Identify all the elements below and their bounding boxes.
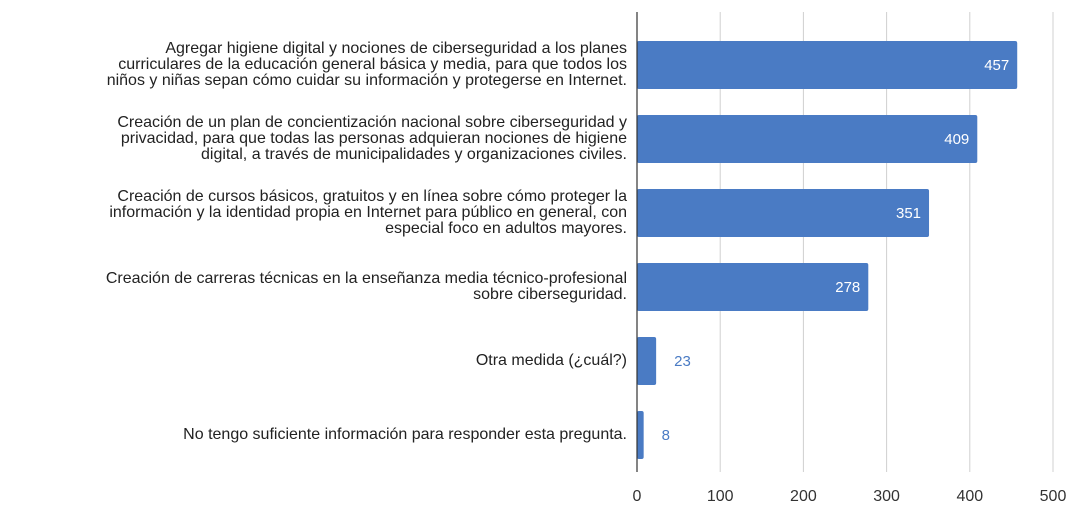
category-label-line: especial foco en adultos mayores. [385,220,627,237]
bar [637,41,1018,89]
x-tick-label: 100 [707,488,734,505]
value-label: 457 [984,57,1009,74]
x-tick-label: 300 [873,488,900,505]
value-label: 351 [896,205,921,222]
category-label: Creación de cursos básicos, gratuitos y … [109,188,627,237]
category-label-line: sobre ciberseguridad. [473,286,627,303]
category-label-line: Creación de cursos básicos, gratuitos y … [117,188,627,205]
category-label-line: niños y niñas sepan cómo cuidar su infor… [107,72,627,89]
category-label-line: Creación de carreras técnicas en la ense… [106,270,627,287]
category-label: Creación de un plan de concientización n… [117,114,627,163]
x-tick-label: 400 [956,488,983,505]
category-label: No tengo suficiente información para res… [183,426,627,443]
value-label: 409 [944,131,969,148]
value-label: 8 [662,427,670,444]
category-label-line: privacidad, para que todas las personas … [121,130,627,147]
category-label-line: digital, a través de municipalidades y o… [201,146,627,163]
category-label-line: Agregar higiene digital y nociones de ci… [165,40,627,57]
bar [637,411,644,459]
bar [637,337,657,385]
category-label: Agregar higiene digital y nociones de ci… [107,40,627,89]
x-tick-label: 0 [633,488,642,505]
bar [637,263,869,311]
value-label: 23 [674,353,691,370]
bar [637,189,930,237]
category-label-line: Creación de un plan de concientización n… [117,114,627,131]
value-label: 278 [835,279,860,296]
category-label-line: información y la identidad propia en Int… [109,204,627,221]
category-label-line: No tengo suficiente información para res… [183,426,627,443]
bar [637,115,978,163]
x-tick-label: 500 [1040,488,1067,505]
category-label-line: Otra medida (¿cuál?) [476,352,627,369]
x-tick-label: 200 [790,488,817,505]
category-label-line: curriculares de la educación general bás… [118,56,627,73]
category-label: Otra medida (¿cuál?) [476,352,627,369]
category-label: Creación de carreras técnicas en la ense… [106,270,627,303]
